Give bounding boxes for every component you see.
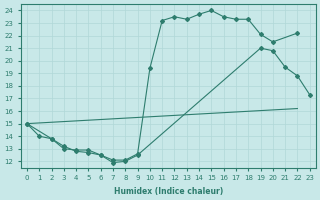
X-axis label: Humidex (Indice chaleur): Humidex (Indice chaleur) [114,187,223,196]
